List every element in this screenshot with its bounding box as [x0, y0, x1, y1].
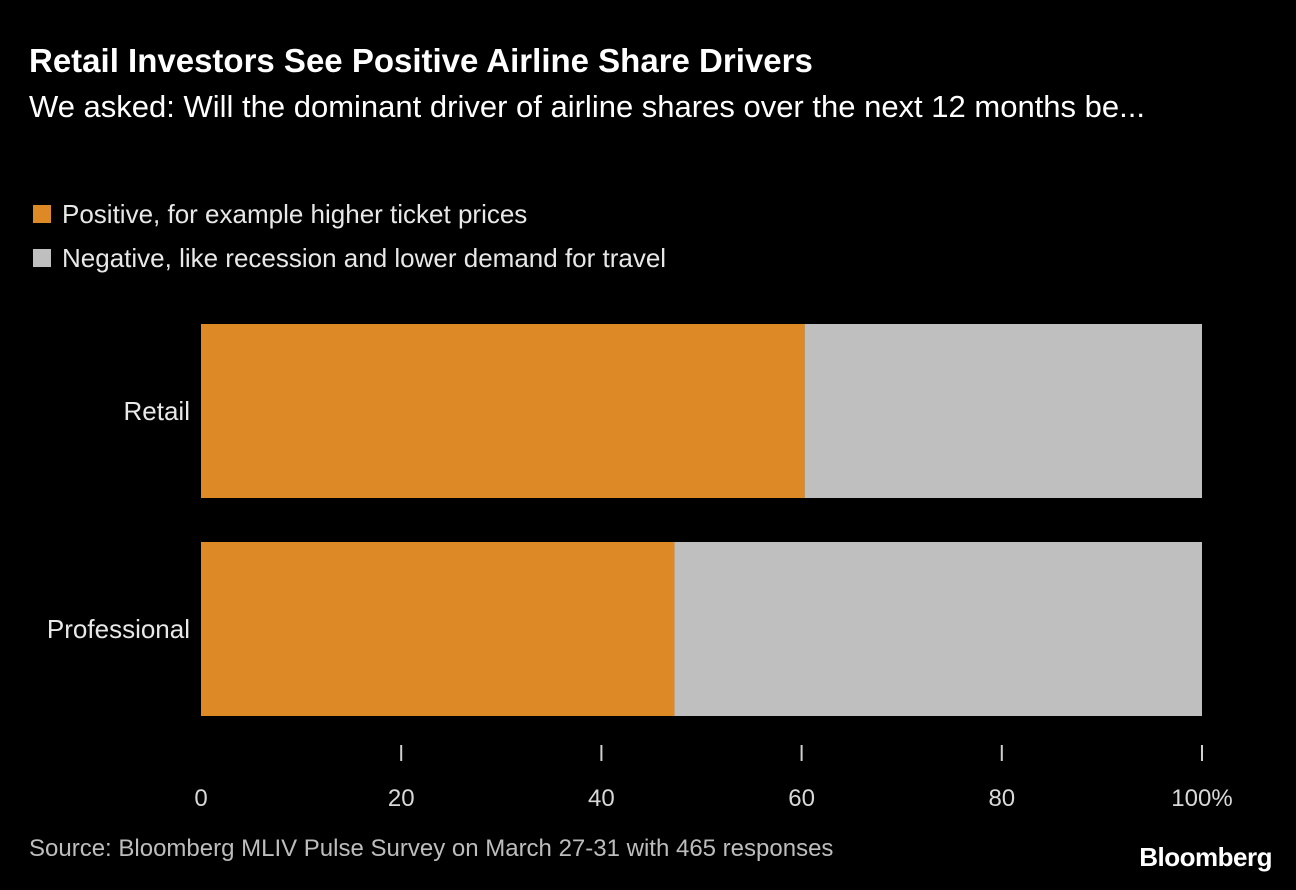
bar-chart: Retail Professional 0 20 40 60 80 100% [47, 324, 1233, 812]
legend: Positive, for example higher ticket pric… [33, 198, 666, 286]
legend-item-positive: Positive, for example higher ticket pric… [33, 198, 666, 230]
bloomberg-logo: Bloomberg [1139, 842, 1272, 872]
source-note: Source: Bloomberg MLIV Pulse Survey on M… [29, 835, 834, 862]
bar-professional-positive [201, 542, 675, 716]
legend-label-positive: Positive, for example higher ticket pric… [62, 198, 528, 229]
category-label-retail: Retail [124, 396, 190, 426]
x-tick-label-60: 60 [788, 785, 815, 812]
bar-professional-negative [674, 542, 1202, 716]
bar-retail-negative [804, 324, 1202, 498]
legend-swatch-negative [33, 249, 51, 267]
x-tick-label-80: 80 [988, 785, 1015, 812]
x-tick-label-0: 0 [194, 785, 207, 812]
category-label-professional: Professional [47, 614, 190, 644]
legend-swatch-positive [33, 205, 51, 223]
chart-title: Retail Investors See Positive Airline Sh… [29, 42, 813, 79]
x-tick-label-40: 40 [588, 785, 615, 812]
x-tick-label-20: 20 [388, 785, 415, 812]
bar-retail-positive [201, 324, 805, 498]
x-tick-label-100: 100% [1171, 785, 1232, 812]
legend-item-negative: Negative, like recession and lower deman… [33, 242, 666, 274]
legend-label-negative: Negative, like recession and lower deman… [62, 242, 667, 273]
chart-subtitle: We asked: Will the dominant driver of ai… [29, 89, 1145, 124]
